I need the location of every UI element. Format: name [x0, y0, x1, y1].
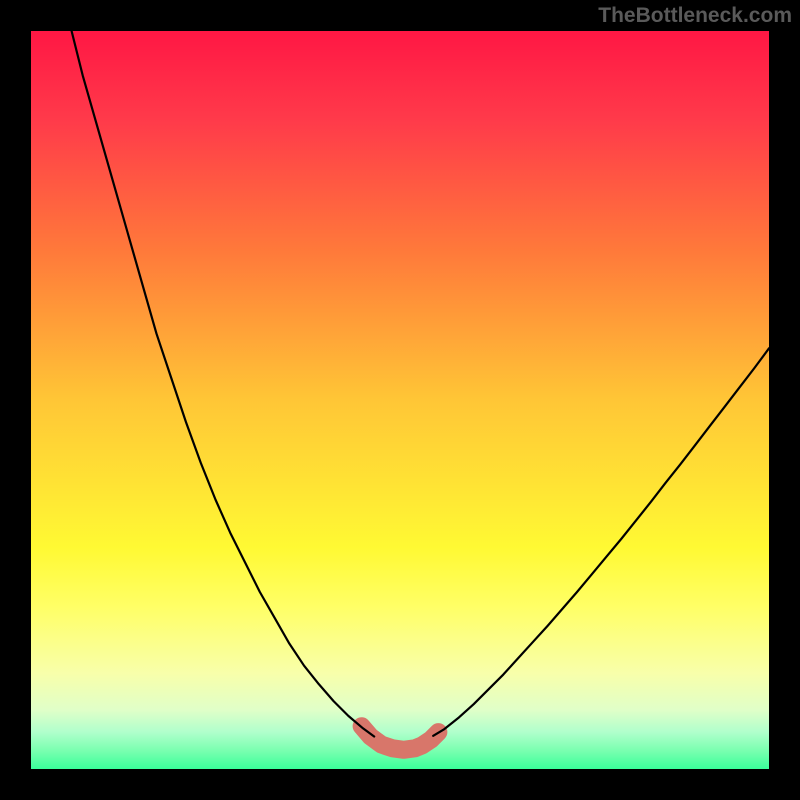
bottom-accent [362, 726, 439, 750]
curve-left [72, 31, 375, 737]
chart-svg [0, 0, 800, 800]
watermark-text: TheBottleneck.com [598, 4, 792, 28]
curve-right [433, 348, 769, 735]
